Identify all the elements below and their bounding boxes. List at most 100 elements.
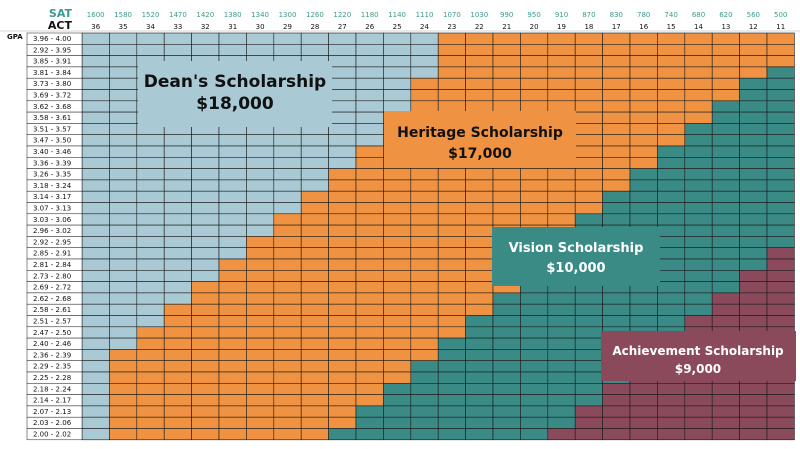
grid-cell-deans — [109, 236, 136, 247]
grid-cell-heritage — [274, 282, 301, 293]
grid-cell-heritage — [219, 316, 246, 327]
grid-cell-heritage — [548, 33, 575, 44]
grid-cell-heritage — [192, 383, 219, 394]
sat-tick-label: 680 — [692, 11, 705, 19]
grid-cell-heritage — [383, 316, 410, 327]
grid-cell-vision — [685, 293, 712, 304]
grid-cell-heritage — [438, 44, 465, 55]
grid-cell-achievement — [767, 259, 794, 270]
grid-cell-heritage — [438, 67, 465, 78]
grid-cell-heritage — [192, 282, 219, 293]
grid-cell-deans — [246, 203, 273, 214]
grid-cell-deans — [329, 78, 356, 89]
grid-cell-heritage — [712, 78, 739, 89]
grid-cell-deans — [82, 270, 109, 281]
grid-cell-vision — [685, 214, 712, 225]
grid-cell-heritage — [630, 123, 657, 134]
grid-cell-heritage — [438, 259, 465, 270]
grid-cell-heritage — [137, 327, 164, 338]
grid-cell-heritage — [520, 214, 547, 225]
grid-cell-deans — [192, 33, 219, 44]
grid-cell-heritage — [301, 270, 328, 281]
grid-cell-deans — [329, 123, 356, 134]
grid-cell-deans — [192, 236, 219, 247]
grid-cell-achievement — [685, 395, 712, 406]
grid-cell-heritage — [274, 304, 301, 315]
grid-cell-heritage — [383, 270, 410, 281]
act-tick-label: 11 — [776, 23, 785, 31]
grid-cell-deans — [383, 90, 410, 101]
grid-cell-vision — [575, 214, 602, 225]
grid-cell-vision — [466, 429, 493, 440]
grid-cell-deans — [164, 135, 191, 146]
grid-cell-heritage — [301, 225, 328, 236]
gpa-tick-label: 3.73 - 3.80 — [33, 80, 71, 88]
grid-cell-vision — [520, 327, 547, 338]
grid-cell-heritage — [603, 44, 630, 55]
grid-cell-vision — [657, 180, 684, 191]
grid-cell-vision — [575, 349, 602, 360]
act-tick-label: 19 — [557, 23, 566, 31]
grid-cell-vision — [740, 191, 767, 202]
grid-cell-deans — [356, 56, 383, 67]
heritage-tier-name: Heritage Scholarship — [397, 125, 563, 141]
grid-cell-vision — [466, 338, 493, 349]
grid-cell-vision — [548, 293, 575, 304]
grid-cell-heritage — [383, 248, 410, 259]
grid-cell-deans — [329, 157, 356, 168]
grid-cell-achievement — [767, 395, 794, 406]
grid-cell-heritage — [274, 327, 301, 338]
grid-cell-deans — [274, 180, 301, 191]
gpa-tick-label: 3.96 - 4.00 — [33, 35, 71, 43]
grid-cell-vision — [438, 395, 465, 406]
grid-cell-deans — [82, 225, 109, 236]
grid-cell-heritage — [603, 112, 630, 123]
grid-cell-heritage — [356, 361, 383, 372]
gpa-tick-label: 2.69 - 2.72 — [33, 284, 71, 292]
sat-tick-label: 1220 — [333, 11, 351, 19]
grid-cell-heritage — [274, 349, 301, 360]
grid-cell-deans — [82, 33, 109, 44]
grid-cell-deans — [109, 44, 136, 55]
grid-cell-heritage — [329, 214, 356, 225]
grid-cell-vision — [740, 146, 767, 157]
grid-cell-vision — [740, 248, 767, 259]
grid-cell-heritage — [219, 429, 246, 440]
gpa-tick-label: 3.07 - 3.13 — [33, 205, 71, 213]
grid-cell-heritage — [329, 383, 356, 394]
grid-cell-deans — [246, 180, 273, 191]
grid-cell-achievement — [740, 406, 767, 417]
grid-cell-deans — [82, 146, 109, 157]
grid-cell-deans — [192, 191, 219, 202]
grid-cell-deans — [329, 101, 356, 112]
grid-cell-heritage — [438, 180, 465, 191]
grid-cell-heritage — [164, 417, 191, 428]
grid-cell-vision — [520, 304, 547, 315]
grid-cell-heritage — [603, 67, 630, 78]
grid-cell-heritage — [356, 304, 383, 315]
vision-tier-name: Vision Scholarship — [509, 241, 644, 256]
grid-cell-deans — [82, 56, 109, 67]
grid-cell-heritage — [383, 338, 410, 349]
grid-cell-vision — [630, 191, 657, 202]
gpa-tick-label: 2.47 - 2.50 — [33, 329, 71, 337]
grid-cell-heritage — [603, 157, 630, 168]
grid-cell-vision — [438, 406, 465, 417]
grid-cell-deans — [383, 33, 410, 44]
grid-cell-vision — [685, 248, 712, 259]
grid-cell-heritage — [301, 293, 328, 304]
grid-cell-deans — [329, 67, 356, 78]
grid-cell-heritage — [520, 56, 547, 67]
grid-cell-heritage — [274, 259, 301, 270]
grid-cell-vision — [383, 406, 410, 417]
grid-cell-heritage — [657, 78, 684, 89]
grid-cell-heritage — [109, 383, 136, 394]
grid-cell-vision — [438, 349, 465, 360]
grid-cell-heritage — [246, 293, 273, 304]
grid-cell-heritage — [411, 101, 438, 112]
grid-cell-heritage — [274, 236, 301, 247]
grid-cell-heritage — [767, 44, 794, 55]
grid-cell-heritage — [411, 180, 438, 191]
grid-cell-heritage — [685, 56, 712, 67]
grid-cell-deans — [109, 101, 136, 112]
